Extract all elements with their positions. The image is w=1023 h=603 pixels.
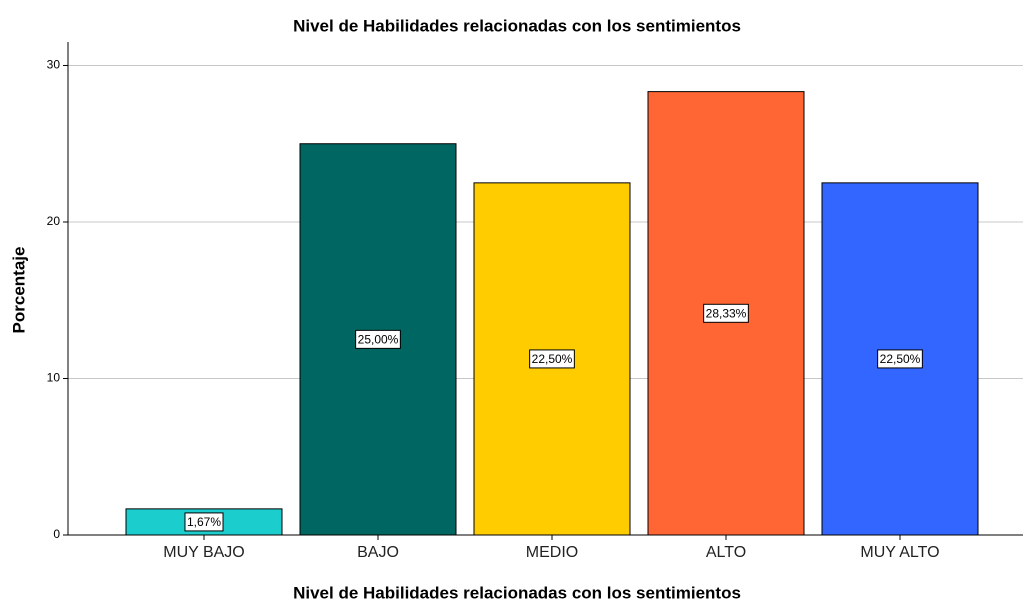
value-label-box xyxy=(703,303,749,323)
y-axis-title: Porcentaje xyxy=(9,247,28,334)
chart-title: Nivel de Habilidades relacionadas con lo… xyxy=(293,16,741,35)
value-label-box xyxy=(355,329,401,349)
x-tick-label: ALTO xyxy=(706,544,746,561)
value-label: 1,67% xyxy=(187,515,221,529)
y-tick-label: 20 xyxy=(47,214,61,228)
value-label: 28,33% xyxy=(706,306,747,320)
value-label-box xyxy=(529,349,575,369)
x-tick-label: MUY ALTO xyxy=(860,544,939,561)
y-tick-label: 10 xyxy=(47,371,61,385)
value-label: 25,00% xyxy=(358,333,399,347)
value-label: 22,50% xyxy=(532,352,573,366)
bar xyxy=(821,182,979,536)
value-label-box xyxy=(877,349,923,369)
x-tick-label: MUY BAJO xyxy=(163,544,245,561)
x-tick-label: BAJO xyxy=(357,544,399,561)
y-tick-label: 30 xyxy=(47,58,61,72)
value-label-box xyxy=(184,512,224,532)
value-label: 22,50% xyxy=(880,352,921,366)
x-axis-title: Nivel de Habilidades relacionadas con lo… xyxy=(293,583,741,602)
y-tick-label: 0 xyxy=(53,527,60,541)
x-tick-label: MEDIO xyxy=(526,544,578,561)
